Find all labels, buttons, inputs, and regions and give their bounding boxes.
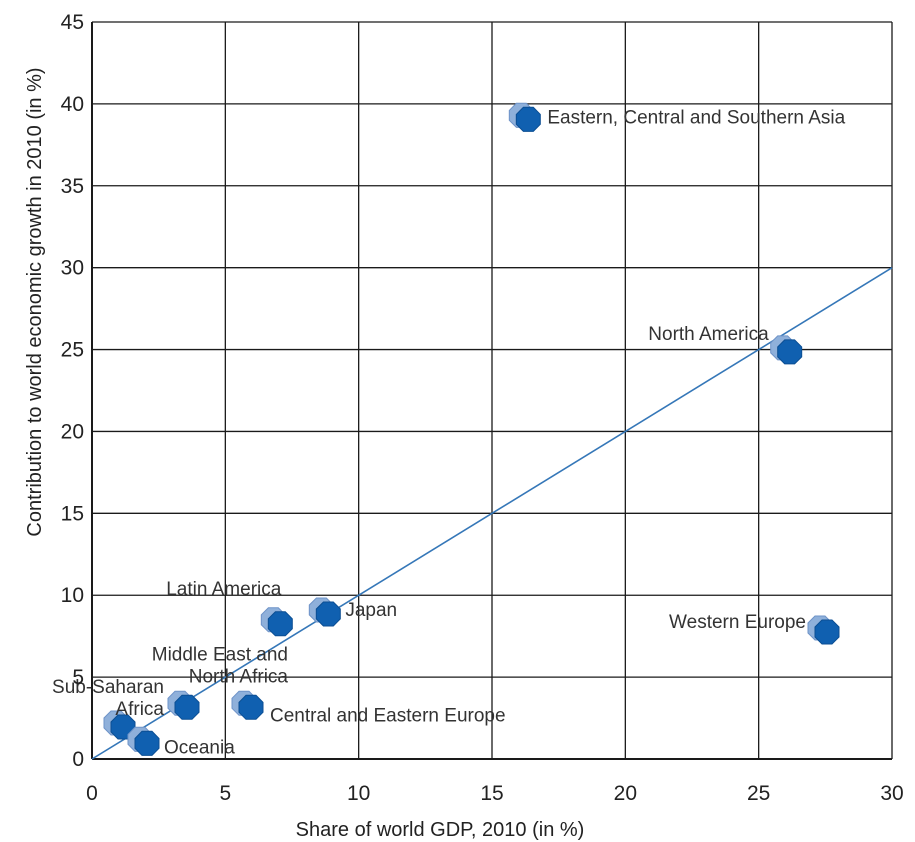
point-label: Eastern, Central and Southern Asia bbox=[547, 107, 845, 128]
point-marker bbox=[814, 619, 840, 645]
y-tick-label: 25 bbox=[61, 339, 84, 362]
point-label: North America bbox=[648, 324, 769, 345]
x-tick-label: 20 bbox=[614, 782, 637, 805]
point-label: Japan bbox=[345, 600, 397, 621]
point-marker bbox=[315, 601, 341, 627]
point-label-line: Western Europe bbox=[669, 612, 806, 633]
y-tick-label: 10 bbox=[61, 584, 84, 607]
y-tick-label: 30 bbox=[61, 257, 84, 280]
point-label-line: Africa bbox=[115, 699, 164, 720]
point-label: Oceania bbox=[164, 737, 235, 758]
point-marker bbox=[134, 730, 160, 756]
x-tick-label: 5 bbox=[219, 782, 231, 805]
point-marker bbox=[267, 611, 293, 637]
trend-line-group bbox=[91, 266, 893, 760]
point-label: Western Europe bbox=[669, 612, 806, 633]
x-tick-label: 10 bbox=[347, 782, 370, 805]
x-tick-label: 0 bbox=[86, 782, 98, 805]
y-axis-label: Contribution to world economic growth in… bbox=[24, 67, 46, 536]
y-tick-label: 45 bbox=[61, 11, 84, 34]
point-label-line: Japan bbox=[345, 600, 397, 621]
point-marker bbox=[174, 694, 200, 720]
y-tick-label: 15 bbox=[61, 502, 84, 525]
point-labels: Eastern, Central and Southern Asia North … bbox=[52, 107, 846, 758]
y-tick-label: 5 bbox=[72, 666, 84, 689]
point-label-line: Latin America bbox=[166, 579, 282, 600]
y-tick-label: 35 bbox=[61, 175, 84, 198]
point-label: Middle East and North Africa bbox=[152, 644, 289, 687]
trend-line bbox=[91, 266, 893, 760]
x-tick-label: 25 bbox=[747, 782, 770, 805]
point-label-line: Middle East and bbox=[152, 644, 288, 665]
axis-ticks: 0 5 10 15 20 25 30 0 5 10 15 20 25 30 35 40 45 bbox=[61, 11, 904, 805]
point-marker bbox=[238, 694, 264, 720]
data-points bbox=[103, 102, 840, 756]
point-label-line: Oceania bbox=[164, 737, 235, 758]
point-label: Sub-Saharan Africa bbox=[52, 677, 164, 720]
x-tick-label: 30 bbox=[880, 782, 903, 805]
point-label-line: Eastern, Central and Southern Asia bbox=[547, 107, 845, 128]
y-tick-label: 0 bbox=[72, 748, 84, 771]
point-marker bbox=[777, 339, 803, 365]
point-label-line: Sub-Saharan bbox=[52, 677, 164, 698]
point-label-line: North Africa bbox=[189, 666, 289, 687]
x-axis-label: Share of world GDP, 2010 (in %) bbox=[296, 819, 585, 841]
point-label: Latin America bbox=[166, 579, 282, 600]
x-tick-label: 15 bbox=[480, 782, 503, 805]
y-tick-label: 40 bbox=[61, 93, 84, 116]
point-marker bbox=[515, 106, 541, 132]
point-label: Central and Eastern Europe bbox=[270, 705, 506, 726]
point-label-line: North America bbox=[648, 324, 769, 345]
y-tick-label: 20 bbox=[61, 420, 84, 443]
point-label-line: Central and Eastern Europe bbox=[270, 705, 506, 726]
